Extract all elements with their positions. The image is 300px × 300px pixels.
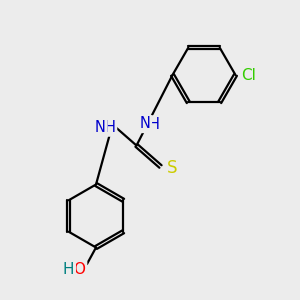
Text: N: N — [140, 116, 150, 131]
Text: Cl: Cl — [241, 68, 256, 82]
Text: H: H — [149, 117, 160, 132]
Text: N: N — [95, 120, 106, 135]
Text: H: H — [63, 262, 74, 277]
Text: S: S — [167, 159, 177, 177]
Text: H: H — [105, 120, 116, 135]
Text: O: O — [74, 262, 86, 277]
